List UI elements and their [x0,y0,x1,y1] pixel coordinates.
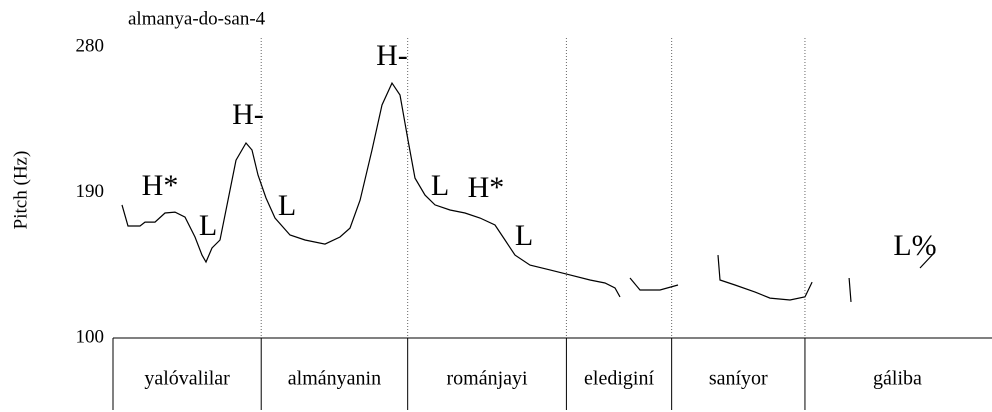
tone-label: L [431,169,449,202]
y-axis-label: Pitch (Hz) [10,151,31,230]
word-label: almányanin [288,368,381,390]
word-label: yalóvalilar [144,368,230,390]
word-label: románjayi [446,368,528,390]
tone-label: L% [893,229,936,262]
tone-label: H* [142,169,179,202]
tone-label: H- [376,39,408,72]
tone-label: L [278,189,296,222]
chart-title: almanya-do-san-4 [128,8,266,29]
y-tick-label: 100 [76,326,105,347]
tone-label: H- [232,98,264,131]
y-tick-label: 280 [76,35,105,56]
pitch-contour [121,81,936,302]
y-tick-label: 190 [76,181,105,202]
tone-label: L [515,219,533,252]
tone-label: L [199,209,217,242]
word-label: gáliba [873,368,922,390]
word-label: saníyor [709,368,768,390]
tone-label: H* [468,171,505,204]
word-label: elediginí [584,368,654,390]
